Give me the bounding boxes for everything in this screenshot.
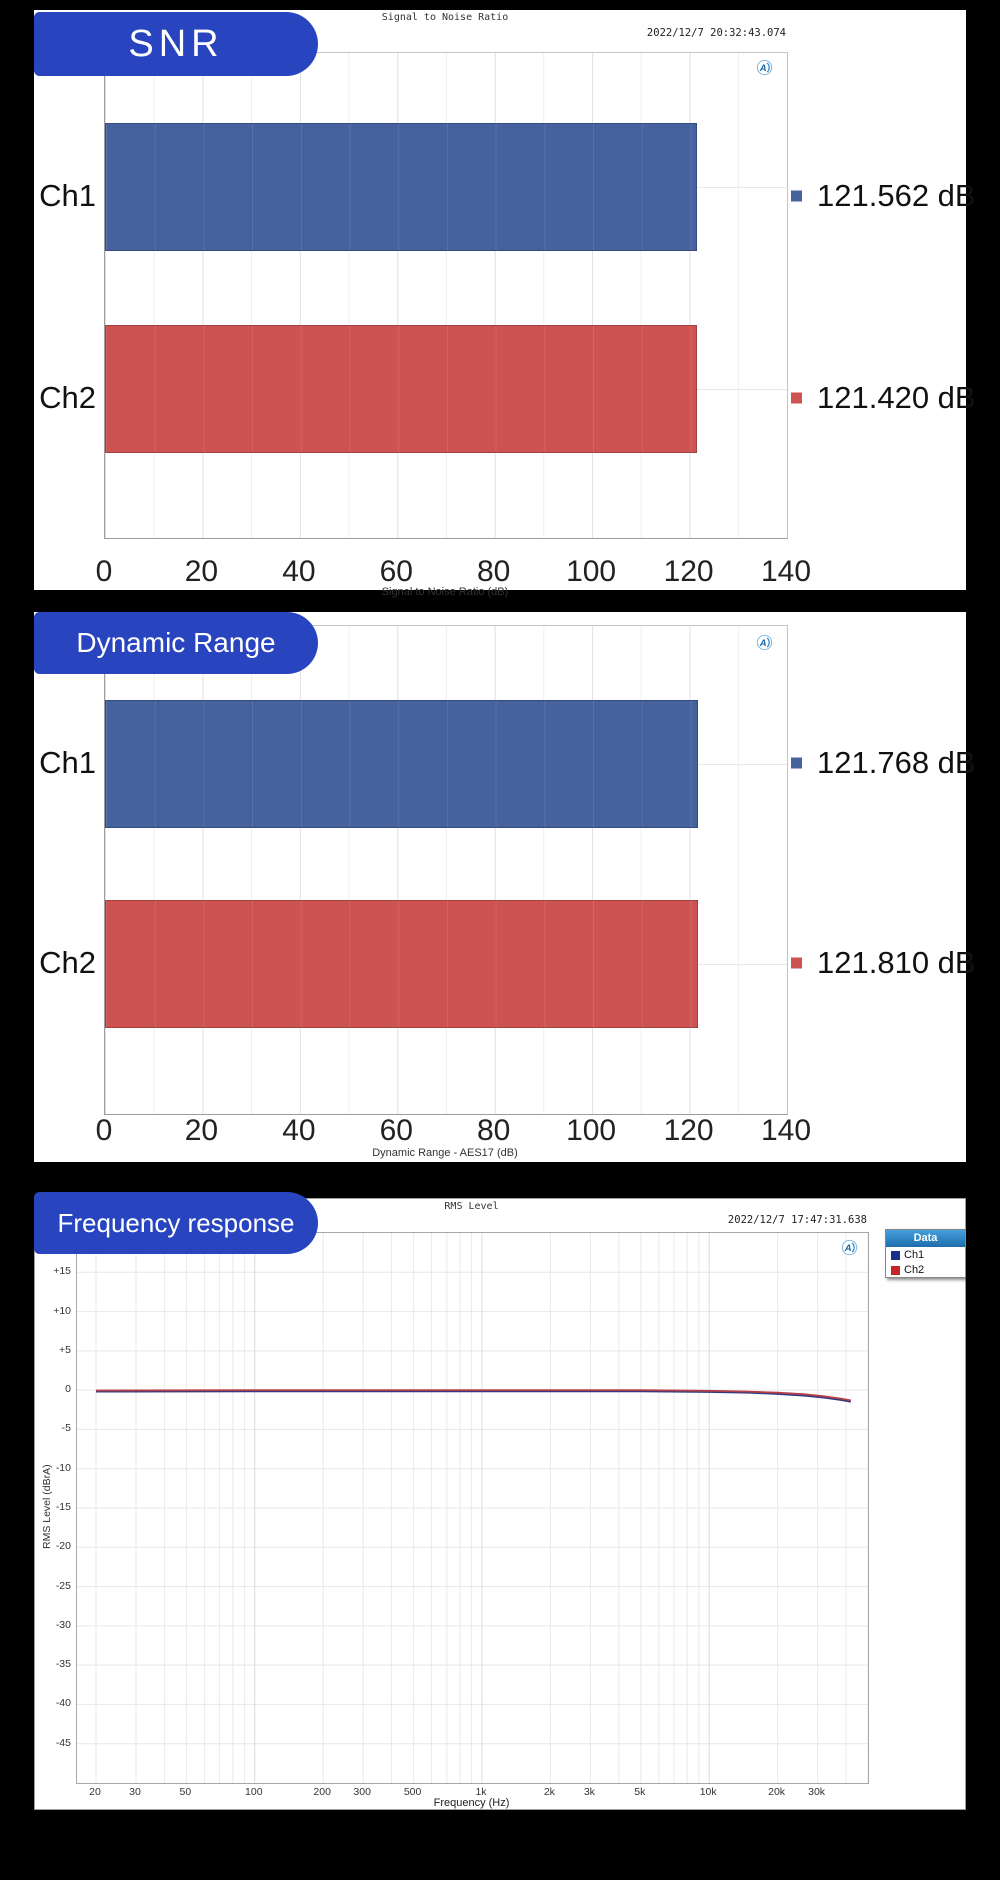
x-axis-title: Dynamic Range - AES17 (dB) — [372, 1147, 518, 1159]
ap-logo-icon: A — [756, 59, 773, 76]
y-tick-label: -5 — [61, 1422, 71, 1435]
svg-text:A: A — [759, 63, 767, 74]
rms-level-plot-area: A — [76, 1232, 869, 1784]
x-axis-tick-labels: 0 20 40 60 80 100 120 140 — [96, 555, 811, 591]
chart-timestamp: 2022/12/7 20:32:43.074 — [646, 27, 786, 39]
ch1-bar — [105, 123, 698, 251]
y-tick-label: -35 — [55, 1658, 71, 1671]
x-tick-label: 120 — [663, 1114, 714, 1147]
ch2-value-marker — [791, 957, 802, 969]
x-tick-label: 40 — [282, 555, 316, 588]
frequency-response-badge: Frequency response — [34, 1192, 318, 1254]
x-tick-label: 0 — [95, 555, 113, 588]
chart-timestamp: 2022/12/7 17:47:31.638 — [727, 1214, 867, 1226]
y-tick-label: -25 — [55, 1579, 71, 1592]
x-tick-label: 0 — [95, 1114, 113, 1147]
x-tick-label: 100 — [566, 555, 617, 588]
x-tick-label: 60 — [379, 1114, 413, 1147]
legend-item-ch2: Ch2 — [886, 1262, 965, 1277]
svg-text:A: A — [844, 1243, 852, 1254]
ch1-value-marker — [791, 757, 802, 769]
dynamic-range-plot-area: A — [104, 625, 788, 1115]
dynamic-range-chart-panel: A Ch1 Ch2 121.768 dB 121.810 dB 0 20 40 60 8… — [34, 612, 976, 1162]
x-tick-label: 40 — [282, 1114, 316, 1147]
x-tick-label: 20k — [768, 1786, 786, 1798]
y-tick-label: -10 — [55, 1461, 71, 1474]
ap-logo-icon: A — [756, 634, 773, 651]
x-axis-title: Signal to Noise Ratio (dB) — [381, 586, 509, 598]
ch2-curve — [95, 1389, 851, 1402]
x-tick-label: 100 — [566, 1114, 617, 1147]
category-label-ch2: Ch2 — [39, 945, 96, 980]
y-tick-label: -20 — [55, 1540, 71, 1553]
ch2-value-marker — [791, 392, 802, 404]
y-tick-label: -15 — [55, 1501, 71, 1513]
ch2-value-label: 121.810 dB — [817, 945, 976, 980]
x-tick-label: 3k — [583, 1786, 595, 1798]
ch2-bar — [105, 325, 697, 453]
category-label-ch1: Ch1 — [39, 745, 96, 780]
x-tick-label: 1k — [475, 1786, 487, 1798]
y-tick-label: +15 — [53, 1265, 71, 1278]
ch1-curve — [95, 1389, 852, 1403]
category-label-ch1: Ch1 — [39, 178, 96, 213]
ch1-value-label: 121.562 dB — [817, 178, 976, 213]
y-tick-label: -30 — [55, 1618, 71, 1631]
x-tick-label: 140 — [760, 1114, 812, 1147]
legend-box: Data Ch1 Ch2 — [885, 1229, 966, 1278]
category-label-ch2: Ch2 — [39, 380, 96, 415]
x-tick-label: 60 — [379, 555, 413, 588]
x-tick-label: 300 — [353, 1786, 371, 1798]
line-chart-canvas — [77, 1233, 868, 1783]
ch1-bar — [105, 700, 699, 828]
legend-item-ch1: Ch1 — [886, 1247, 965, 1262]
ch1-value-label: 121.768 dB — [817, 745, 976, 780]
ch2-value-label: 121.420 dB — [817, 380, 976, 415]
ch2-bar — [105, 900, 699, 1028]
x-tick-label: 120 — [663, 555, 714, 588]
snr-plot-area: A — [104, 52, 788, 539]
x-tick-label: 200 — [313, 1786, 331, 1798]
x-axis-tick-labels: 0 20 40 60 80 100 120 140 — [96, 1114, 811, 1150]
x-tick-label: 140 — [760, 555, 812, 588]
x-tick-label: 100 — [245, 1786, 263, 1798]
x-tick-label: 50 — [179, 1786, 192, 1798]
x-tick-label: 30 — [129, 1786, 141, 1798]
ch1-value-marker — [791, 190, 802, 202]
frequency-response-chart-panel: RMS Level 2022/12/7 17:47:31.638 A RMS L… — [34, 1198, 966, 1810]
x-tick-label: 80 — [477, 1114, 511, 1147]
ch2-swatch-icon — [891, 1265, 900, 1275]
x-tick-label: 20 — [184, 1114, 219, 1147]
x-tick-label: 30k — [808, 1786, 826, 1798]
legend-header: Data — [886, 1230, 965, 1247]
chart-title: RMS Level — [444, 1201, 499, 1212]
chart-title: Signal to Noise Ratio — [381, 12, 509, 23]
x-tick-label: 2k — [543, 1786, 555, 1798]
x-tick-label: 5k — [634, 1786, 646, 1798]
x-tick-label: 20 — [89, 1786, 101, 1798]
snr-chart-panel: Signal to Noise Ratio 2022/12/7 20:32:43… — [34, 10, 976, 598]
legend-label: Ch2 — [904, 1264, 925, 1276]
x-tick-label: 80 — [477, 555, 511, 588]
y-tick-label: -45 — [55, 1736, 71, 1749]
legend-label: Ch1 — [904, 1249, 925, 1261]
ch1-swatch-icon — [891, 1250, 900, 1260]
y-tick-label: +5 — [59, 1343, 71, 1356]
svg-text:A: A — [759, 638, 767, 649]
snr-badge: SNR — [34, 12, 318, 76]
x-tick-label: 500 — [403, 1786, 422, 1798]
dynamic-range-badge: Dynamic Range — [34, 612, 318, 674]
y-tick-label: -40 — [55, 1697, 71, 1710]
x-axis-title: Frequency (Hz) — [433, 1797, 510, 1809]
x-tick-label: 10k — [699, 1786, 717, 1798]
y-tick-label: 0 — [65, 1383, 71, 1396]
x-tick-label: 20 — [184, 555, 219, 588]
y-tick-label: +10 — [53, 1304, 71, 1317]
ap-logo-icon: A — [841, 1239, 858, 1256]
